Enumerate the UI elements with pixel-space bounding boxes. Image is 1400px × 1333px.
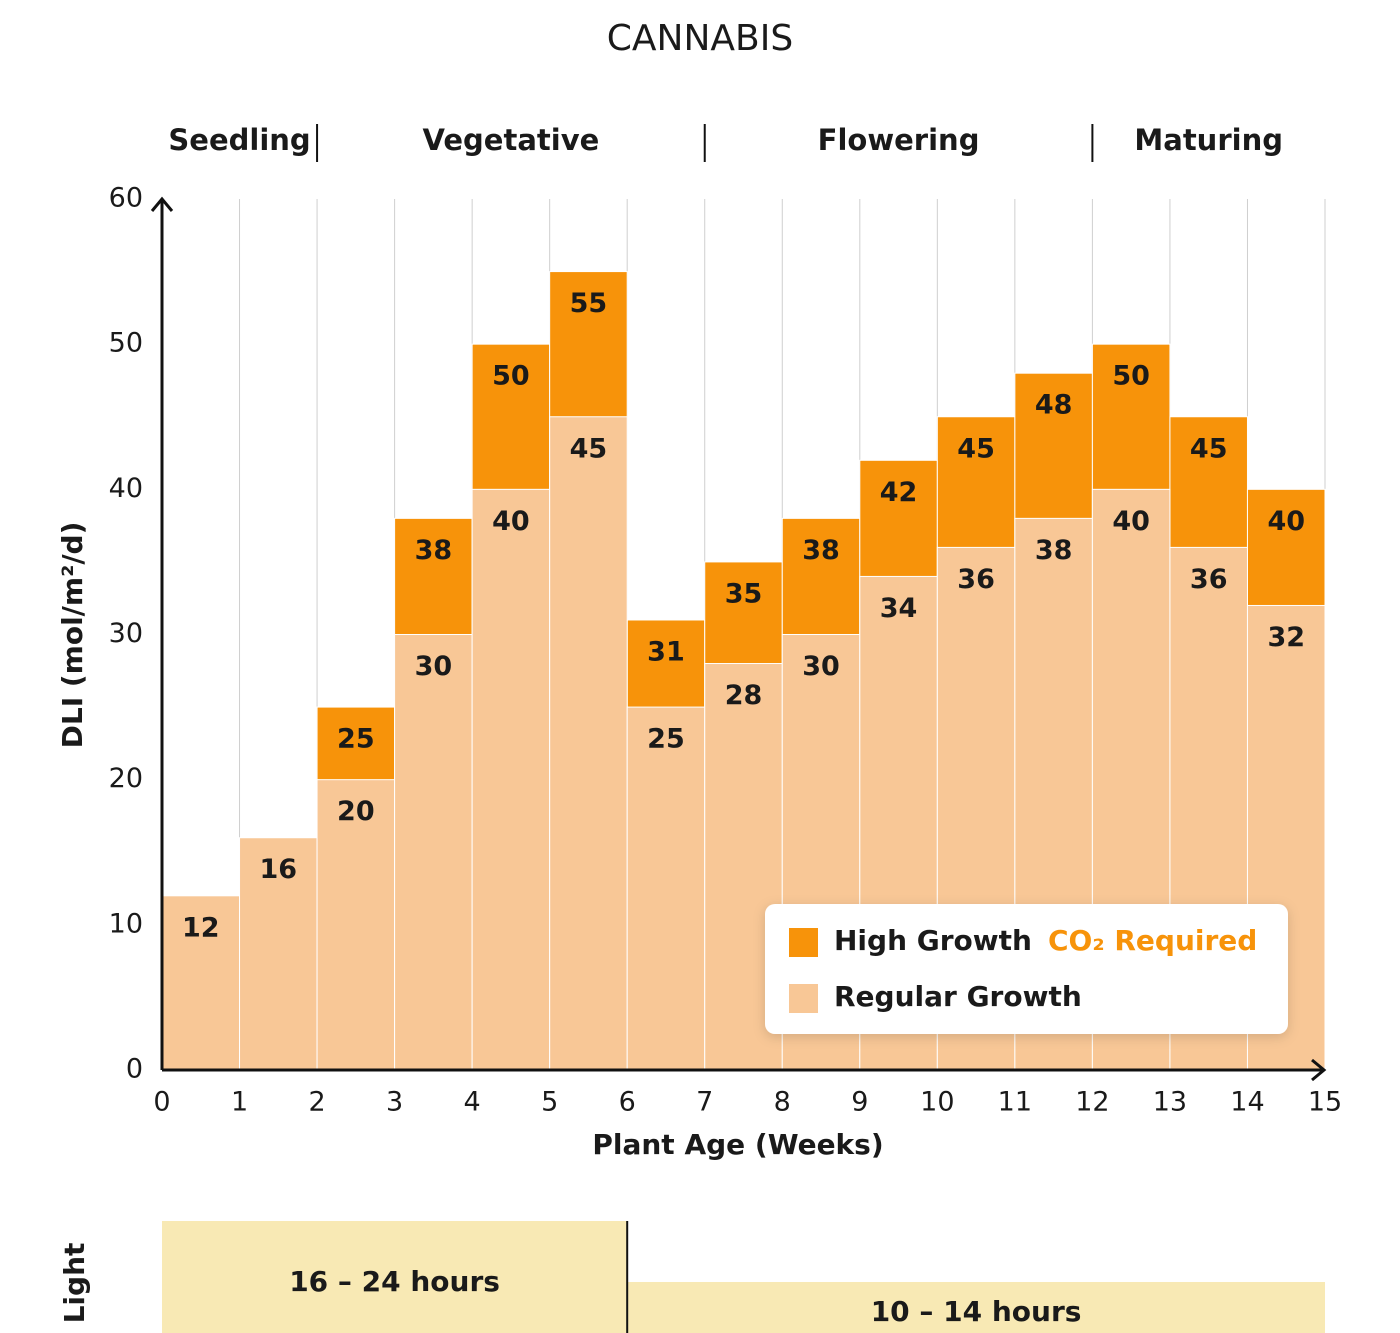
legend-box [765, 904, 1288, 1034]
y-tick-label: 0 [126, 1054, 143, 1085]
x-tick-label: 1 [231, 1087, 248, 1118]
value-label: 16 [260, 854, 298, 885]
value-label: 36 [957, 564, 995, 595]
value-label: 45 [1190, 433, 1228, 464]
x-tick-label: 6 [619, 1087, 636, 1118]
x-tick-label: 3 [386, 1087, 403, 1118]
legend-swatch [789, 928, 818, 957]
value-label: 30 [802, 651, 840, 682]
y-tick-label: 20 [109, 763, 143, 794]
value-label: 55 [570, 288, 608, 319]
x-tick-label: 15 [1308, 1087, 1342, 1118]
chart-title: CANNABIS [607, 18, 793, 59]
value-label: 32 [1267, 622, 1305, 653]
x-tick-label: 7 [696, 1087, 713, 1118]
x-tick-label: 8 [774, 1087, 791, 1118]
x-tick-label: 9 [851, 1087, 868, 1118]
bar [394, 634, 473, 1071]
y-tick-label: 10 [109, 908, 143, 939]
legend-label: High Growth [834, 924, 1032, 957]
legend-label: Regular Growth [834, 980, 1082, 1013]
light-label: 10 – 14 hours [871, 1295, 1082, 1328]
x-tick-label: 11 [998, 1087, 1032, 1118]
value-label: 12 [182, 912, 220, 943]
x-tick-label: 10 [920, 1087, 954, 1118]
phase-label: Maturing [1134, 123, 1283, 157]
y-axis-title: DLI (mol/m²/d) [56, 522, 89, 749]
bar [471, 488, 551, 1071]
value-label: 31 [647, 636, 685, 667]
legend-swatch [789, 984, 818, 1013]
x-tick-label: 12 [1075, 1087, 1109, 1118]
light-title: Light [58, 1243, 91, 1324]
light-band [627, 1282, 1325, 1333]
value-label: 28 [725, 680, 763, 711]
value-label: 35 [725, 578, 763, 609]
x-tick-label: 0 [153, 1087, 170, 1118]
y-tick-label: 50 [109, 328, 143, 359]
legend-note: CO₂ Required [1048, 924, 1257, 957]
value-label: 45 [957, 433, 995, 464]
value-label: 50 [1112, 361, 1150, 392]
value-label: 34 [880, 593, 918, 624]
value-label: 38 [415, 535, 453, 566]
y-tick-label: 40 [109, 473, 143, 504]
value-label: 48 [1035, 390, 1073, 421]
value-label: 38 [802, 535, 840, 566]
value-label: 40 [1267, 506, 1305, 537]
value-label: 50 [492, 361, 530, 392]
y-tick-label: 60 [109, 183, 143, 214]
bar [549, 416, 628, 1071]
light-band [162, 1221, 628, 1333]
x-tick-label: 4 [464, 1087, 481, 1118]
value-label: 40 [1112, 506, 1150, 537]
bar [626, 706, 706, 1071]
phase-label: Seedling [168, 123, 310, 157]
y-tick-label: 30 [109, 618, 143, 649]
value-label: 25 [647, 724, 685, 755]
value-label: 36 [1190, 564, 1228, 595]
legend: High Growth CO₂ Required Regular Growth [765, 904, 1288, 1034]
value-label: 25 [337, 724, 375, 755]
x-axis-title: Plant Age (Weeks) [592, 1128, 883, 1161]
value-label: 38 [1035, 535, 1073, 566]
value-label: 30 [415, 651, 453, 682]
light-label: 16 – 24 hours [289, 1265, 500, 1298]
x-tick-label: 14 [1230, 1087, 1264, 1118]
value-label: 45 [570, 433, 608, 464]
x-tick-label: 2 [308, 1087, 325, 1118]
bar [239, 837, 318, 1071]
phase-label: Flowering [818, 123, 980, 157]
x-tick-label: 5 [541, 1087, 558, 1118]
x-tick-label: 13 [1153, 1087, 1187, 1118]
phase-label: Vegetative [423, 123, 600, 157]
x-axis-arrow [1311, 1058, 1327, 1082]
value-label: 20 [337, 796, 375, 827]
value-label: 42 [880, 477, 918, 508]
value-label: 40 [492, 506, 530, 537]
y-axis-arrow [150, 196, 174, 212]
